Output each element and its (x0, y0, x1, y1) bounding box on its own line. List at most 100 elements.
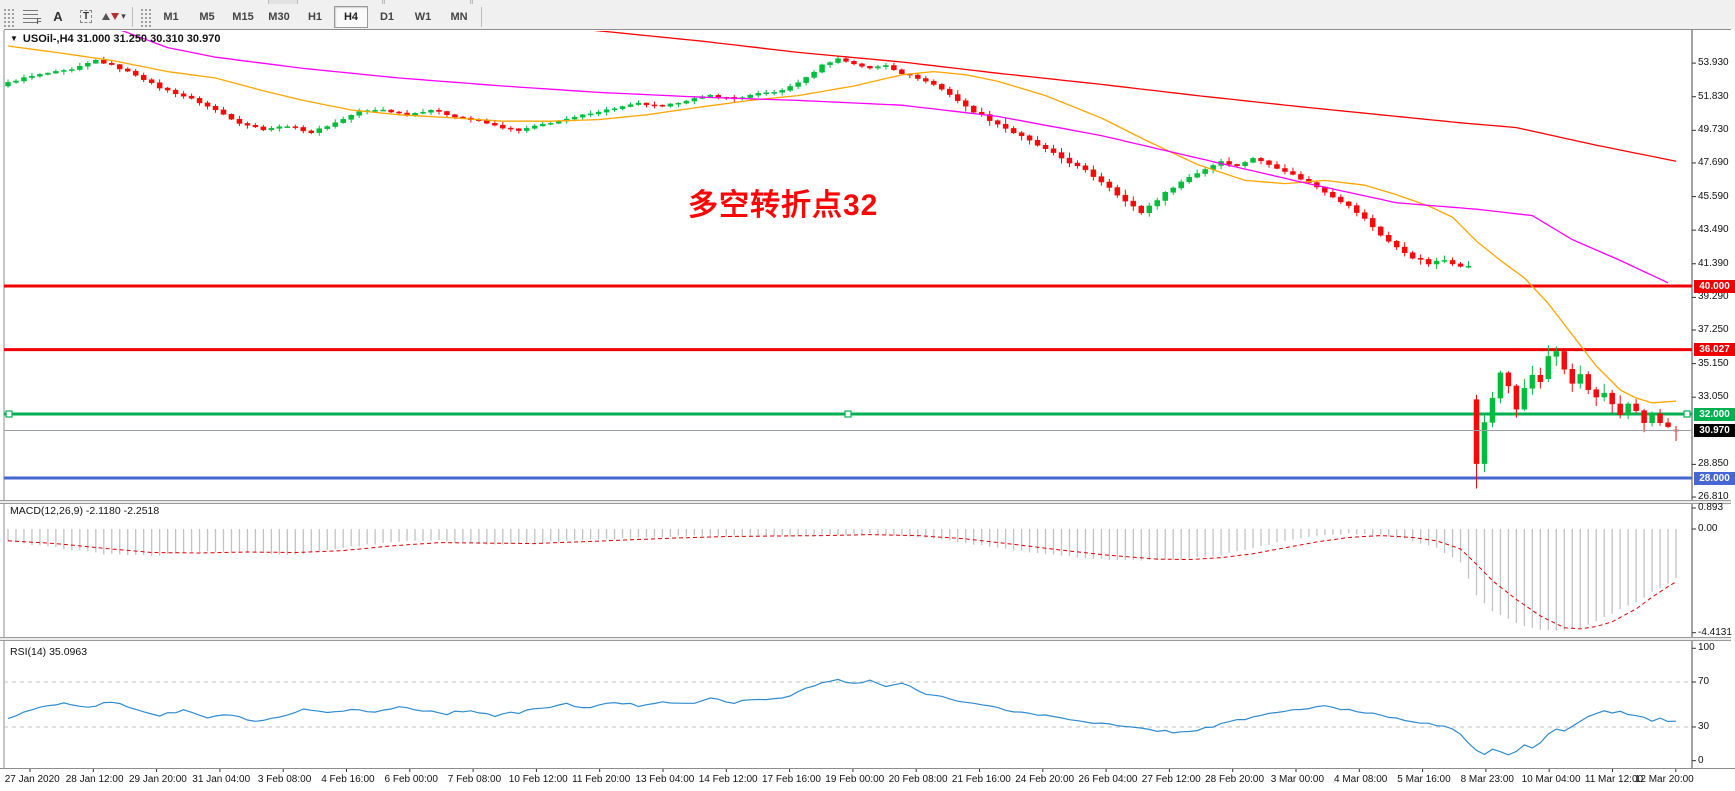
rsi-pane[interactable] (4, 678, 1692, 756)
chevron-down-icon: ▾ (121, 11, 126, 21)
time-axis-label: 10 Mar 04:00 (1521, 774, 1581, 785)
text-tool-button[interactable]: A (45, 5, 71, 28)
macd-signal-line (7, 534, 1677, 630)
clipped-button-remnant (268, 0, 298, 4)
text-label-tool-button[interactable]: T (73, 5, 99, 28)
timeframe-button-H1[interactable]: H1 (307, 10, 323, 23)
time-axis-label: 27 Feb 12:00 (1141, 774, 1201, 785)
time-axis-label: 14 Feb 12:00 (698, 774, 758, 785)
fibonacci-tool-button[interactable]: F (17, 5, 43, 28)
time-axis-label: 21 Feb 16:00 (951, 774, 1011, 785)
time-axis-label: 8 Mar 23:00 (1460, 774, 1514, 785)
arrows-tool-button[interactable]: ▾ (101, 5, 127, 28)
macd-tick-label: -4.4131 (1698, 626, 1732, 638)
main-toolbar: F A T ▾ M1 M5 M15 M30 H1 H4 D1 W1 MN (0, 4, 1735, 30)
time-axis-label: 4 Mar 08:00 (1334, 774, 1388, 785)
price-badge-30.970: 30.970 (1694, 423, 1735, 437)
timeframe-button-M30[interactable]: M30 (268, 10, 290, 23)
pane-splitter-macd[interactable] (0, 500, 1731, 504)
ma-mid-magenta-line (121, 31, 1669, 284)
timeframe-button-M15[interactable]: M15 (232, 10, 254, 23)
clipped-separator (470, 0, 473, 4)
timeframe-button-D1[interactable]: D1 (379, 10, 395, 23)
price-tick-label: 47.690 (1698, 156, 1729, 168)
symbol-ohlc-label[interactable]: ▼ USOil-,H4 31.000 31.250 30.310 30.970 (10, 33, 220, 45)
macd-tick-label: 0.893 (1698, 502, 1724, 513)
collapse-arrow-icon[interactable]: ▼ (10, 34, 18, 43)
time-axis-label: 20 Feb 08:00 (888, 774, 948, 785)
toolbar-grip[interactable] (2, 6, 14, 27)
candlestick-series (5, 55, 1679, 489)
annotation-text-object[interactable]: 多空转折点32 (688, 189, 879, 222)
time-axis-label: 6 Feb 00:00 (384, 774, 438, 785)
time-axis-border (0, 768, 1735, 769)
pane-splitter-rsi[interactable] (0, 637, 1731, 641)
price-tick-label: 26.810 (1698, 491, 1729, 503)
price-badge-28.000: 28.000 (1694, 471, 1735, 485)
price-tick-label: 53.930 (1698, 57, 1729, 69)
rsi-tick-label: 30 (1698, 720, 1710, 732)
time-axis-label: 5 Mar 16:00 (1397, 774, 1451, 785)
main-price-pane[interactable] (4, 27, 1692, 489)
price-tick-label: 37.250 (1698, 324, 1729, 335)
toolbar-grip[interactable] (139, 6, 151, 27)
clipped-toolbar-row (0, 0, 1735, 4)
macd-histogram (7, 529, 1677, 631)
text-label-icon: T (79, 10, 93, 23)
timeframe-button-M1[interactable]: M1 (163, 10, 179, 23)
timeframe-button-MN[interactable]: MN (450, 10, 468, 23)
hline-handle[interactable] (844, 410, 852, 418)
clipped-separator (382, 0, 385, 4)
time-axis-label: 28 Feb 20:00 (1205, 774, 1265, 785)
ma-fast-orange-line (7, 45, 1677, 404)
symbol-ohlc-text: USOil-,H4 31.000 31.250 30.310 30.970 (22, 33, 221, 45)
rsi-line (7, 678, 1677, 756)
time-axis-label: 10 Feb 12:00 (508, 774, 568, 785)
arrows-icon (102, 13, 120, 20)
time-axis-label: 11 Feb 20:00 (572, 774, 631, 785)
toolbar-separator (481, 6, 482, 27)
time-axis-label: 3 Mar 00:00 (1270, 774, 1325, 785)
time-axis-label: 13 Feb 04:00 (635, 774, 695, 785)
rsi-tick-label: 0 (1698, 754, 1704, 766)
rsi-tick-label: 100 (1698, 642, 1715, 654)
timeframe-button-W1[interactable]: W1 (414, 10, 432, 23)
price-tick-label: 41.390 (1698, 257, 1729, 269)
timeframe-button-M5[interactable]: M5 (199, 10, 215, 23)
timeframe-group: M1 M5 M15 M30 H1 H4 D1 W1 MN (153, 5, 477, 28)
time-axis-label: 27 Jan 2020 (4, 774, 60, 785)
text-icon: A (53, 9, 63, 24)
macd-label: MACD(12,26,9) -2.1180 -2.2518 (10, 505, 160, 517)
price-tick-label: 43.490 (1698, 224, 1729, 236)
time-axis-label: 28 Jan 12:00 (65, 774, 124, 785)
hline-handle[interactable] (5, 410, 13, 418)
price-tick-label: 45.590 (1698, 190, 1729, 202)
timeframe-button-H4[interactable]: H4 (334, 5, 368, 28)
time-axis-label: 24 Feb 20:00 (1015, 774, 1075, 785)
price-tick-label: 28.850 (1698, 458, 1729, 470)
time-axis-label: 19 Feb 00:00 (825, 774, 885, 785)
price-badge-36.027: 36.027 (1694, 343, 1735, 357)
time-axis-label: 29 Jan 20:00 (129, 774, 187, 785)
time-axis-label: 12 Mar 20:00 (1634, 774, 1694, 785)
horizontal-level-lines[interactable] (4, 284, 1692, 480)
price-tick-label: 51.830 (1698, 90, 1729, 102)
macd-pane[interactable] (7, 529, 1677, 631)
time-axis-label: 26 Feb 04:00 (1078, 774, 1138, 785)
price-badge-32.000: 32.000 (1694, 407, 1735, 421)
chart-top-border (4, 29, 1731, 30)
price-tick-label: 33.050 (1698, 391, 1729, 403)
time-axis-label: 31 Jan 04:00 (192, 774, 251, 785)
price-tick-label: 49.730 (1698, 124, 1729, 136)
price-badge-40.000: 40.000 (1694, 279, 1735, 293)
time-axis-label: 11 Mar 12:00 (1584, 774, 1644, 785)
price-tick-label: 39.290 (1698, 291, 1729, 303)
fibonacci-icon: F (22, 10, 42, 26)
hline-handle[interactable] (1683, 410, 1691, 418)
macd-tick-label: 0.00 (1698, 523, 1718, 534)
rsi-label: RSI(14) 35.0963 (10, 646, 88, 658)
time-axis-label: 17 Feb 16:00 (762, 774, 821, 785)
time-axis-label: 3 Feb 08:00 (257, 774, 312, 785)
